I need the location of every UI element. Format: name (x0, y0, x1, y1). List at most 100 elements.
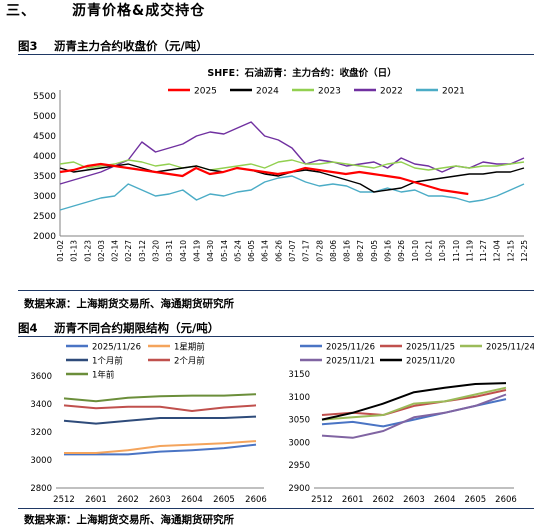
x-tick-label: 03-12 (138, 240, 147, 262)
section-heading: 三、 沥青价格&成交持仓 (6, 0, 205, 20)
x-tick-label: 01-23 (83, 240, 92, 262)
series-line-2025/11/26 (64, 443, 257, 456)
figure3-top-rule (18, 54, 534, 55)
term-structure-chart-right: 2025/11/26 2025/11/25 2025/11/24 2025/11/21… (288, 343, 534, 506)
y-tick-label: 2800 (30, 484, 52, 494)
x-tick-label: 08-27 (356, 240, 365, 262)
series-line-2025 (59, 162, 469, 196)
y-tick-label: 3000 (33, 192, 56, 202)
x-tick-label: 11-10 (452, 240, 461, 262)
figure3-label: 图3 (18, 39, 38, 53)
x-tick-label: 06-14 (261, 240, 270, 262)
y-tick-label: 3200 (30, 428, 52, 438)
series-line-2025/11/24 (321, 386, 507, 421)
x-tick-label: 10-30 (438, 240, 447, 262)
y-tick-label: 3600 (30, 372, 52, 382)
figure4-top-rule (18, 336, 534, 337)
legend-label: 2025/11/25 (406, 343, 455, 353)
legend-label-2021: 2021 (442, 87, 465, 97)
x-tick-label: 02-14 (111, 240, 120, 262)
x-tick-label: 05-24 (233, 240, 242, 262)
x-tick-label: 08-06 (329, 240, 338, 262)
x-tick-label: 04-19 (192, 240, 201, 262)
series-line-2021 (59, 175, 525, 211)
x-tick-label: 01-02 (56, 240, 65, 262)
figure4-label: 图4 (18, 321, 38, 335)
x-tick-label: 2601 (85, 495, 107, 505)
legend-label: 2个月前 (174, 356, 205, 367)
x-tick-label: 04-30 (206, 240, 215, 262)
series-line-2个月前 (63, 404, 257, 412)
x-tick-label: 04-10 (179, 240, 188, 262)
series-line-1星期前 (64, 440, 257, 454)
chart1-title: SHFE：石油沥青：主力合约：收盘价（日） (207, 67, 396, 79)
term-structure-chart-left: 2025/11/26 1星期前 1个月前 2个月前 1年前 2800 3000 3200 340… (30, 342, 267, 506)
section-title: 沥青价格&成交持仓 (72, 3, 206, 19)
x-tick-label: 2602 (117, 495, 139, 505)
x-tick-label: 2605 (213, 495, 235, 505)
x-tick-label: 2604 (434, 495, 456, 505)
figure4-bottom-rule (18, 508, 534, 509)
y-tick-label: 3050 (288, 416, 310, 426)
x-tick-label: 11-27 (479, 240, 488, 262)
legend-label: 2025/11/20 (406, 357, 455, 367)
x-tick-label: 05-14 (220, 240, 229, 262)
x-tick-label: 09-26 (397, 240, 406, 262)
x-tick-label: 2601 (342, 495, 364, 505)
y-tick-label: 3000 (30, 456, 52, 466)
y-tick-label: 5000 (33, 112, 56, 122)
x-tick-label: 03-31 (165, 240, 174, 262)
legend-label: 1个月前 (92, 356, 123, 367)
y-tick-label: 4500 (33, 132, 56, 142)
figure3-source: 数据来源：上海期货交易所、海通期货研究所 (24, 298, 234, 310)
series-line-2023 (59, 159, 525, 171)
y-tick-label: 2950 (288, 461, 310, 471)
x-tick-label: 12-04 (493, 240, 502, 262)
series-line-2025/11/21 (321, 393, 507, 439)
x-tick-label: 2606 (495, 495, 517, 505)
legend-label: 2025/11/21 (326, 357, 375, 367)
series-line-1年前 (63, 393, 257, 403)
x-tick-label: 07-17 (302, 240, 311, 262)
section-number: 三、 (6, 3, 36, 19)
y-tick-label: 3150 (288, 370, 310, 380)
legend-label-2022: 2022 (380, 87, 403, 97)
figure4-caption: 沥青不同合约期限结构（元/吨） (54, 321, 220, 335)
figure3-caption: 沥青主力合约收盘价（元/吨） (54, 39, 208, 53)
x-tick-label: 2602 (373, 495, 395, 505)
legend-label: 2025/11/26 (326, 343, 375, 353)
x-tick-label: 12-25 (520, 240, 529, 262)
y-tick-label: 5500 (33, 92, 56, 102)
x-tick-label: 10-21 (424, 240, 433, 262)
figure3-title: 图3 沥青主力合约收盘价（元/吨） (18, 38, 208, 54)
figure4-title: 图4 沥青不同合约期限结构（元/吨） (18, 320, 219, 336)
y-tick-label: 3100 (288, 393, 310, 403)
price-chart: SHFE：石油沥青：主力合约：收盘价（日） 2025 2024 2023 2022 202… (33, 67, 529, 262)
y-tick-label: 3400 (30, 400, 52, 410)
x-tick-label: 03-20 (152, 240, 161, 262)
x-tick-label: 09-05 (370, 240, 379, 262)
figure4-source: 数据来源：上海期货交易所、海通期货研究所 (24, 514, 234, 526)
legend-label-2023: 2023 (318, 87, 341, 97)
x-tick-label: 2606 (245, 495, 267, 505)
y-tick-label: 2000 (33, 232, 56, 242)
x-tick-label: 06-26 (274, 240, 283, 262)
x-tick-label: 2512 (53, 495, 75, 505)
x-tick-label: 07-07 (288, 240, 297, 262)
x-tick-label: 10-10 (411, 240, 420, 262)
x-tick-label: 12-15 (506, 240, 515, 262)
legend-label-2024: 2024 (256, 87, 279, 97)
series-line-2022 (59, 121, 525, 185)
x-tick-label: 06-05 (247, 240, 256, 262)
x-tick-label: 07-28 (315, 240, 324, 262)
x-tick-label: 2512 (311, 495, 333, 505)
legend-label-2025: 2025 (194, 87, 217, 97)
x-tick-label: 02-27 (124, 240, 133, 262)
x-tick-label: 2605 (465, 495, 487, 505)
x-tick-label: 02-03 (97, 240, 106, 262)
series-line-2025/11/20 (321, 382, 507, 421)
legend-label: 1星期前 (174, 342, 205, 353)
x-tick-label: 01-13 (70, 240, 79, 262)
x-tick-label: 2604 (181, 495, 203, 505)
y-tick-label: 3500 (33, 172, 56, 182)
